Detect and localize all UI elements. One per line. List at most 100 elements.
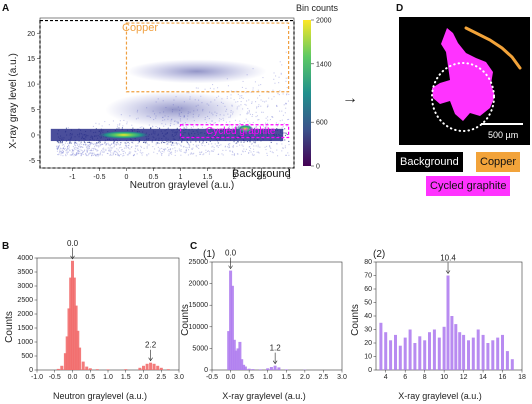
density-point	[255, 101, 257, 103]
density-point	[137, 145, 139, 147]
y-tick-label: -5	[29, 158, 35, 165]
density-point	[57, 147, 59, 149]
panel-d: D 500 µm	[396, 3, 530, 145]
x-tick-label: -0.5	[206, 374, 218, 381]
density-point	[106, 143, 108, 145]
y-tick-label: 30	[364, 327, 372, 334]
legend-background: Background	[396, 152, 463, 172]
y-tick-label: 3500	[17, 269, 33, 276]
density-point	[136, 153, 138, 155]
panel-label-b: B	[2, 241, 9, 252]
density-point	[57, 148, 59, 150]
histogram-bar	[166, 369, 170, 370]
density-point	[257, 97, 259, 99]
density-point	[249, 150, 251, 152]
density-point	[250, 147, 252, 149]
density-point	[67, 142, 69, 144]
density-point	[150, 128, 152, 130]
density-point	[88, 144, 90, 146]
density-point	[96, 145, 98, 147]
density-point	[59, 142, 61, 144]
density-point	[99, 152, 101, 154]
density-point	[103, 151, 105, 153]
density-point	[176, 150, 178, 152]
panel-a-regions	[39, 19, 295, 169]
density-point	[72, 150, 74, 152]
histogram-bar	[106, 369, 110, 370]
density-point	[85, 152, 87, 154]
density-point	[113, 150, 115, 152]
density-point	[86, 148, 88, 150]
density-point	[168, 155, 170, 157]
density-point	[166, 143, 168, 145]
density-point	[233, 127, 235, 129]
x-tick-label: -1.0	[31, 374, 43, 381]
histogram-bar	[476, 329, 480, 370]
density-point	[279, 120, 281, 122]
density-point	[76, 149, 78, 151]
density-point	[117, 149, 119, 151]
density-point	[143, 141, 145, 143]
density-point	[102, 151, 104, 153]
y-tick-label: 15	[27, 56, 35, 63]
density-point	[242, 145, 244, 147]
density-point	[146, 155, 148, 157]
density-point	[150, 127, 152, 129]
density-point	[227, 85, 229, 87]
density-point	[90, 152, 92, 154]
density-point	[109, 144, 111, 146]
density-point	[174, 154, 176, 156]
density-point	[282, 147, 284, 149]
density-point	[248, 152, 250, 154]
density-point	[60, 150, 62, 152]
density-point	[189, 153, 191, 155]
density-point	[231, 154, 233, 156]
density-point	[189, 144, 191, 146]
density-point	[79, 152, 81, 154]
histogram-bar	[74, 305, 78, 370]
y-tick-label: 20	[364, 340, 372, 347]
density-point	[228, 147, 230, 149]
density-point	[200, 153, 202, 155]
density-point	[241, 95, 243, 97]
density-point	[154, 148, 156, 150]
density-point	[132, 142, 134, 144]
density-point	[255, 145, 257, 147]
histogram-bar	[446, 275, 450, 370]
density-point	[129, 153, 131, 155]
density-point	[267, 116, 269, 118]
density-point	[87, 141, 89, 143]
density-point	[58, 145, 60, 147]
density-point	[285, 77, 287, 79]
density-point	[251, 153, 253, 155]
density-point	[168, 153, 170, 155]
x-tick-label: 1.5	[203, 174, 213, 181]
density-point	[248, 109, 250, 111]
density-point	[249, 141, 251, 143]
panel-c2: (2) 4 6 8 10 12 14 16 18 0 10 20 30 40 50 60 70 80 10.4 C…	[350, 249, 526, 401]
density-point	[145, 141, 147, 143]
panel-a-plot-area	[39, 17, 295, 169]
density-point	[262, 100, 264, 102]
histogram-bar	[266, 368, 270, 370]
density-point	[195, 145, 197, 147]
density-point	[123, 147, 125, 149]
density-point	[57, 154, 59, 156]
density-point	[111, 143, 113, 145]
density-point	[83, 143, 85, 145]
density-point	[217, 87, 219, 89]
density-point	[280, 72, 282, 74]
density-point	[122, 150, 124, 152]
density-point	[246, 112, 248, 114]
density-point	[186, 147, 188, 149]
density-point	[57, 142, 59, 144]
region-label-cycled-graphite: Cycled graphite	[206, 126, 276, 137]
annotation-label: 2.2	[145, 341, 157, 350]
density-point	[284, 147, 286, 149]
density-point	[264, 127, 266, 129]
density-point	[131, 124, 133, 126]
density-point	[65, 155, 67, 157]
density-point	[95, 149, 97, 151]
density-point	[96, 145, 98, 147]
density-point	[179, 150, 181, 152]
